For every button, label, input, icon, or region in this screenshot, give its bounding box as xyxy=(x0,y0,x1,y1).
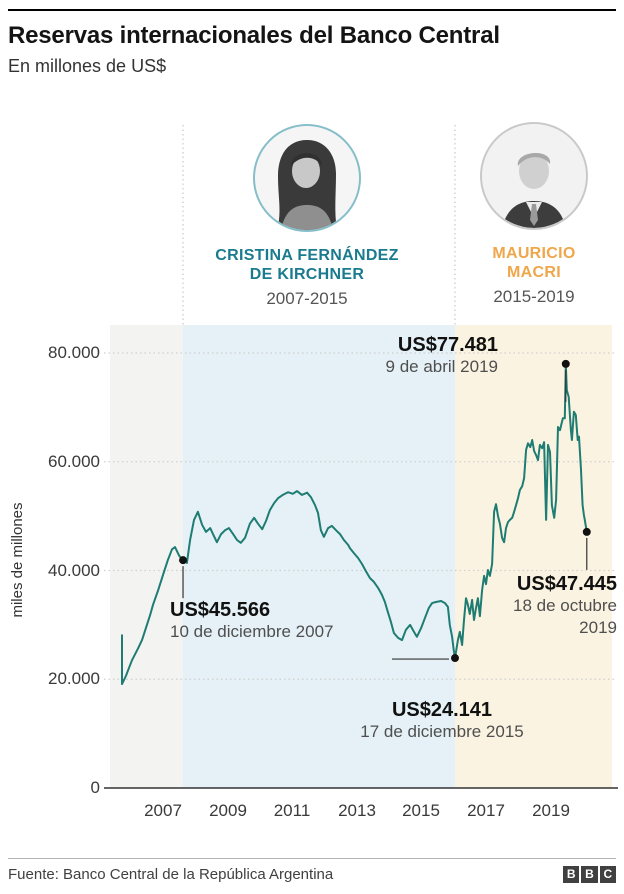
x-tick-2009: 2009 xyxy=(209,801,247,820)
president-name-line1: CRISTINA FERNÁNDEZ xyxy=(215,247,399,264)
x-tick-2019: 2019 xyxy=(532,801,570,820)
president-card-macri: MAURICIO MACRI 2015-2019 xyxy=(434,122,624,307)
source-line: Fuente: Banco Central de la República Ar… xyxy=(8,866,334,883)
annotation-apr-2019: US$77.481 9 de abril 2019 xyxy=(386,334,498,378)
macri-portrait-icon xyxy=(482,124,586,228)
period-band xyxy=(110,325,183,788)
period-band xyxy=(183,325,455,788)
annotation-value: US$77.481 xyxy=(397,334,498,356)
bbc-logo-block-c: C xyxy=(599,866,616,883)
bbc-logo-block-b1: B xyxy=(563,866,580,883)
page-title: Reservas internacionales del Banco Centr… xyxy=(8,22,500,49)
x-tick-2017: 2017 xyxy=(467,801,505,820)
president-card-kirchner: CRISTINA FERNÁNDEZ DE KIRCHNER 2007-2015 xyxy=(187,124,427,309)
annotation-date: 17 de diciembre 2015 xyxy=(360,722,524,741)
x-tick-2013: 2013 xyxy=(338,801,376,820)
y-tick-20000: 20.000 xyxy=(48,669,100,688)
president-name-line1: MAURICIO xyxy=(492,245,576,262)
bbc-logo: B B C xyxy=(563,866,616,883)
annotation-value: US$45.566 xyxy=(170,599,271,621)
x-tick-2007: 2007 xyxy=(144,801,182,820)
bbc-logo-block-b2: B xyxy=(581,866,598,883)
page-subtitle: En millones de US$ xyxy=(8,56,167,76)
annotation-dot xyxy=(450,654,459,663)
y-tick-0: 0 xyxy=(90,778,100,797)
annotation-date: 18 de octubre xyxy=(513,596,617,615)
president-years-kirchner: 2007-2015 xyxy=(266,289,348,308)
x-tick-2011: 2011 xyxy=(273,801,311,820)
president-name-line2: DE KIRCHNER xyxy=(249,266,365,283)
president-photo-macri xyxy=(480,122,588,230)
annotation-value: US$47.445 xyxy=(516,573,617,595)
president-photo-kirchner xyxy=(253,124,361,232)
annotation-date: 10 de diciembre 2007 xyxy=(170,622,334,641)
annotation-date-year: 2019 xyxy=(579,618,617,637)
annotation-date: 9 de abril 2019 xyxy=(385,357,498,376)
top-rule xyxy=(8,9,616,11)
y-axis-title: miles de millones xyxy=(9,502,26,618)
annotation-oct-2019: US$47.445 18 de octubre 2019 xyxy=(513,573,617,639)
x-tick-2015: 2015 xyxy=(402,801,440,820)
president-name-kirchner: CRISTINA FERNÁNDEZ DE KIRCHNER xyxy=(187,246,427,284)
annotation-dot xyxy=(582,527,591,536)
y-tick-80000: 80.000 xyxy=(48,343,100,362)
president-name-macri: MAURICIO MACRI xyxy=(434,244,624,282)
annotation-value: US$24.141 xyxy=(391,699,493,721)
president-name-line2: MACRI xyxy=(507,264,561,281)
president-years-macri: 2015-2019 xyxy=(493,287,575,306)
annotation-dec-2015: US$24.141 17 de diciembre 2015 xyxy=(322,699,562,743)
y-tick-40000: 40.000 xyxy=(48,561,100,580)
annotation-dot xyxy=(561,359,570,368)
kirchner-portrait-icon xyxy=(255,126,359,230)
reserves-line xyxy=(121,362,588,686)
period-band xyxy=(455,325,612,788)
y-tick-60000: 60.000 xyxy=(48,452,100,471)
footer-rule xyxy=(8,858,616,859)
annotation-dot xyxy=(179,556,188,565)
annotation-dec-2007: US$45.566 10 de diciembre 2007 xyxy=(170,599,334,643)
